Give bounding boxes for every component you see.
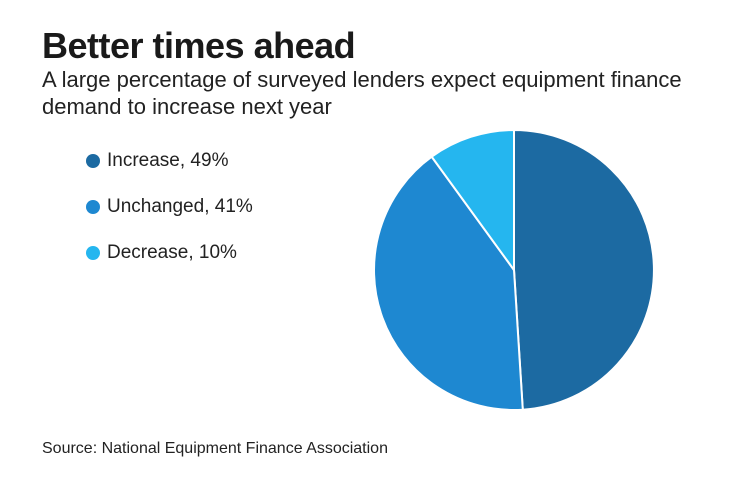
legend-item-increase: Increase, 49% — [86, 148, 253, 174]
chart-title: Better times ahead — [42, 25, 356, 66]
legend-item-unchanged: Unchanged, 41% — [86, 194, 253, 220]
legend-swatch-unchanged — [86, 200, 100, 214]
legend-label-decrease: Decrease, 10% — [107, 242, 237, 263]
legend-label-unchanged: Unchanged, 41% — [107, 196, 253, 217]
legend: Increase, 49% Unchanged, 41% Decrease, 1… — [86, 148, 253, 286]
chart-subtitle: A large percentage of surveyed lenders e… — [42, 67, 682, 119]
legend-label-increase: Increase, 49% — [107, 150, 229, 171]
source-note: Source: National Equipment Finance Assoc… — [42, 440, 388, 457]
legend-item-decrease: Decrease, 10% — [86, 240, 253, 266]
pie-slice-unchanged — [373, 155, 524, 411]
pie-slice-increase — [513, 129, 655, 411]
legend-swatch-decrease — [86, 246, 100, 260]
legend-swatch-increase — [86, 154, 100, 168]
pie-slice-decrease — [430, 129, 515, 271]
